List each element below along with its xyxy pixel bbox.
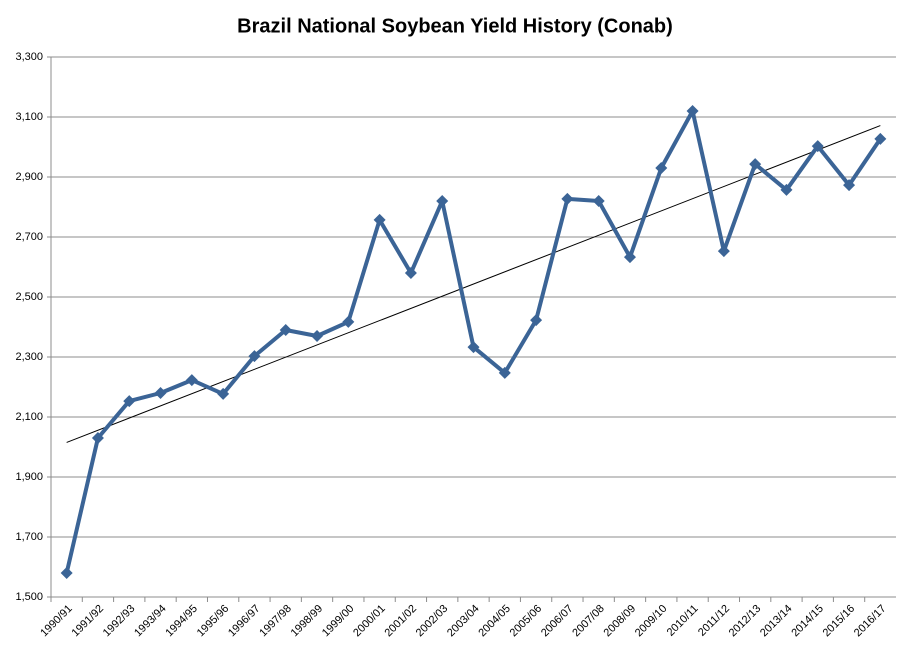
marker	[749, 158, 762, 171]
marker	[874, 132, 887, 145]
marker	[655, 162, 668, 174]
marker	[467, 341, 480, 354]
marker	[530, 314, 543, 327]
marker	[185, 374, 198, 387]
y-tick-label: 3,300	[15, 51, 43, 63]
y-tick-label: 1,900	[15, 471, 43, 483]
marker	[311, 330, 324, 342]
trendline	[66, 125, 881, 443]
y-tick-label: 2,900	[15, 171, 43, 183]
marker	[248, 350, 261, 363]
y-tick-label: 3,100	[15, 111, 43, 123]
marker	[342, 315, 355, 328]
marker	[623, 251, 636, 264]
y-tick-label: 2,700	[15, 231, 43, 243]
marker	[279, 324, 292, 336]
marker	[498, 366, 511, 379]
marker	[373, 213, 386, 226]
marker	[780, 183, 793, 196]
marker	[154, 387, 167, 399]
marker	[811, 140, 824, 153]
y-tick-label: 1,500	[15, 591, 43, 603]
marker	[686, 105, 699, 117]
marker	[843, 179, 856, 192]
marker	[60, 567, 73, 579]
marker	[717, 245, 730, 258]
marker	[561, 192, 574, 205]
y-tick-label: 2,100	[15, 411, 43, 423]
y-tick-label: 2,300	[15, 351, 43, 363]
y-tick-label: 2,500	[15, 291, 43, 303]
y-tick-label: 1,700	[15, 531, 43, 543]
marker	[404, 267, 417, 279]
marker	[217, 387, 230, 400]
marker	[123, 395, 136, 408]
chart-title: Brazil National Soybean Yield History (C…	[237, 15, 673, 37]
marker	[91, 432, 104, 444]
marker	[436, 195, 449, 207]
marker	[592, 195, 605, 207]
